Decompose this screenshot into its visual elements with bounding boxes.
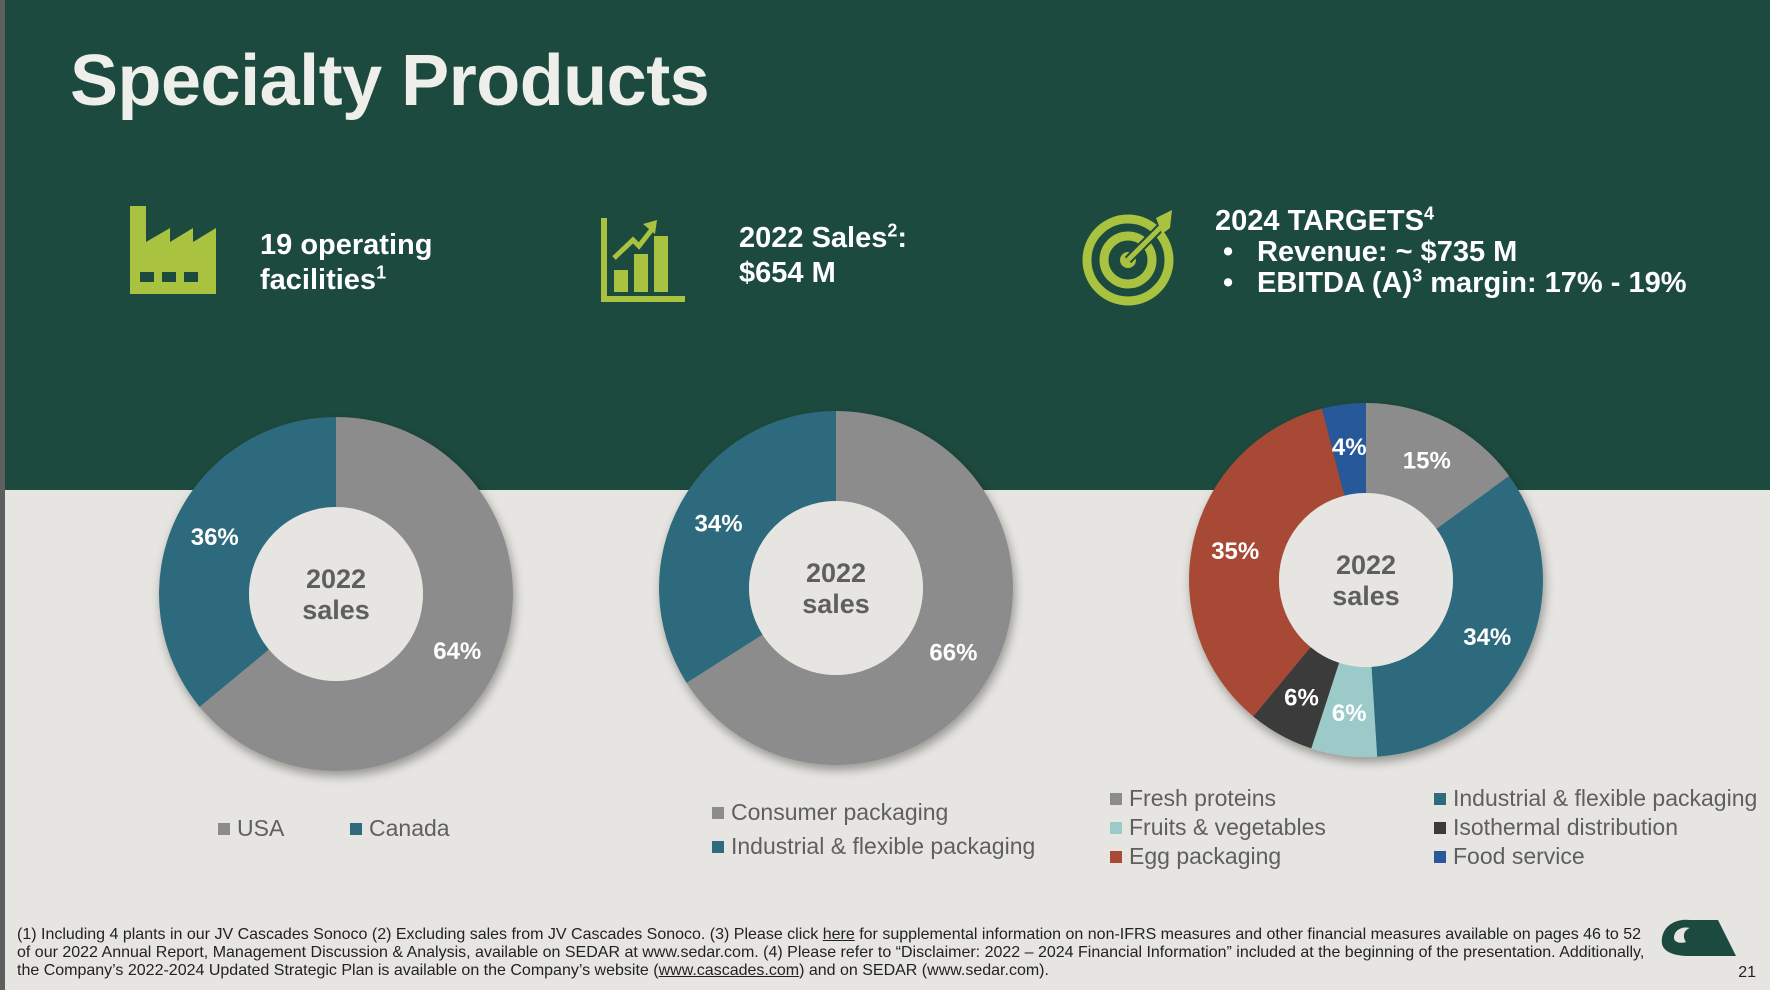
donut-hole	[1279, 493, 1453, 667]
legend-item-usa: USA	[218, 815, 284, 842]
legend-item-consumer-packaging: Consumer packaging	[712, 799, 948, 826]
donut-ring	[158, 417, 513, 771]
donut-hole	[249, 507, 423, 681]
legend-label: Fresh proteins	[1129, 785, 1277, 811]
legend-label: Industrial & flexible packaging	[731, 833, 1036, 859]
donut-slice	[659, 411, 836, 683]
donut-slice	[1253, 647, 1340, 749]
kpi-sales-colon: :	[897, 222, 908, 254]
bar-chart-growth-icon	[601, 218, 685, 302]
legend-item-food-service: Food service	[1434, 843, 1585, 870]
slice-label: 35%	[1211, 538, 1259, 565]
legend-swatch	[712, 840, 724, 853]
slice-label: 6%	[1332, 700, 1367, 727]
footnote-text: ) and on SEDAR (www.sedar.com).	[799, 962, 1049, 979]
legend-item-canada: Canada	[350, 815, 450, 842]
company-website-link[interactable]: www.cascades.com	[658, 962, 800, 979]
legend-item-isothermal: Isothermal distribution	[1434, 814, 1678, 841]
slice-label: 36%	[191, 524, 239, 551]
legend-swatch	[1434, 821, 1446, 834]
donut-slice	[1366, 403, 1510, 529]
legend-swatch	[1110, 792, 1122, 805]
factory-icon	[130, 206, 216, 294]
kpi-targets: 2024 TARGETS4 • Revenue: ~ $735 M • EBITDA…	[1215, 203, 1687, 299]
kpi-facilities-line2: facilities	[260, 264, 377, 296]
kpi-target-revenue: Revenue: ~ $735 M	[1257, 236, 1518, 268]
page-number: 21	[1738, 964, 1756, 981]
legend-label: Industrial & flexible packaging	[1453, 785, 1758, 811]
donut-slice	[686, 411, 1014, 765]
legend-swatch	[1110, 850, 1122, 863]
slice-label: 15%	[1403, 448, 1451, 475]
kpi-target-ebitda-margin: margin: 17% - 19%	[1422, 267, 1687, 299]
legend-item-fresh-proteins: Fresh proteins	[1110, 785, 1276, 812]
donut-slice	[1311, 662, 1378, 758]
legend-label: Egg packaging	[1129, 843, 1282, 869]
donut-center-label: sales	[1332, 581, 1400, 611]
slide-title: Specialty Products	[70, 41, 710, 121]
legend-item-fruits-vegetables: Fruits & vegetables	[1110, 814, 1326, 841]
donut-center-label: sales	[802, 589, 870, 619]
legend-item-industrial-flexible: Industrial & flexible packaging	[712, 833, 1035, 860]
kpi-targets-heading: 2024 TARGETS	[1215, 205, 1424, 237]
donut-slice	[1371, 475, 1543, 757]
legend-label: Isothermal distribution	[1453, 814, 1678, 840]
donut-center-label: 2022	[1336, 550, 1396, 580]
legend-swatch	[1110, 821, 1122, 834]
legend-label: Consumer packaging	[731, 799, 949, 825]
footnote-text: (1) Including 4 plants in our JV Cascade…	[17, 926, 823, 943]
legend-item-industrial-flexible: Industrial & flexible packaging	[1434, 785, 1757, 812]
kpi-facilities-line1: 19 operating	[260, 229, 433, 261]
donut-slice	[1188, 408, 1345, 717]
header-band	[0, 0, 1770, 490]
bullet-marker: •	[1223, 236, 1234, 268]
footnote-ref-2: 2	[887, 220, 898, 241]
footnote-ref-1: 1	[376, 262, 387, 283]
legend-label: USA	[237, 815, 285, 841]
supplemental-info-link[interactable]: here	[822, 926, 855, 943]
footnote-text: for supplemental information on non-IFRS…	[17, 926, 1645, 979]
footnotes: (1) Including 4 plants in our JV Cascade…	[17, 926, 1657, 980]
legend-swatch	[350, 822, 362, 835]
kpi-facilities: 19 operating facilities1	[260, 228, 432, 298]
kpi-sales: 2022 Sales2: $654 M	[739, 221, 907, 291]
bullet-marker: •	[1223, 267, 1234, 299]
target-icon	[1082, 210, 1174, 306]
legend-item-egg-packaging: Egg packaging	[1110, 843, 1281, 870]
legend-swatch	[218, 822, 230, 835]
donut-hole	[749, 501, 923, 675]
kpi-sales-line1: 2022 Sales	[739, 222, 888, 254]
donut-slice	[158, 417, 336, 707]
donut-center-label: sales	[302, 595, 370, 625]
donut-center-label: 2022	[806, 558, 866, 588]
legend-swatch	[1434, 850, 1446, 863]
donut-slice	[1321, 403, 1366, 496]
legend-swatch	[1434, 792, 1446, 805]
kpi-target-ebitda-label: EBITDA (A)	[1257, 267, 1413, 299]
donut-slice	[199, 417, 513, 771]
slice-label: 34%	[1463, 624, 1511, 651]
donut-ring	[1188, 403, 1543, 758]
donut-ring	[659, 411, 1014, 765]
slice-label: 34%	[695, 510, 743, 537]
slice-label: 4%	[1332, 434, 1367, 461]
legend-swatch	[712, 806, 724, 819]
kpi-sales-value: $654 M	[739, 257, 836, 289]
footnote-ref-3: 3	[1412, 265, 1423, 286]
slice-label: 66%	[929, 640, 977, 667]
slice-label: 6%	[1284, 684, 1319, 711]
footnote-ref-4: 4	[1423, 203, 1434, 224]
slice-label: 64%	[433, 638, 481, 665]
donut-center-label: 2022	[306, 564, 366, 594]
legend-label: Canada	[369, 815, 450, 841]
slide-edge	[0, 0, 5, 990]
cascades-logo	[1661, 919, 1736, 956]
legend-label: Food service	[1453, 843, 1585, 869]
legend-label: Fruits & vegetables	[1129, 814, 1326, 840]
